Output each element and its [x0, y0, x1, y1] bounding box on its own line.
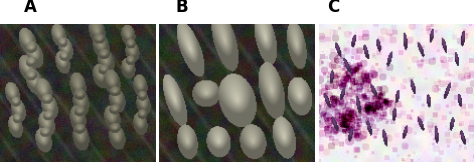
Text: A: A [24, 0, 36, 16]
Text: B: B [175, 0, 188, 16]
Text: C: C [327, 0, 339, 16]
